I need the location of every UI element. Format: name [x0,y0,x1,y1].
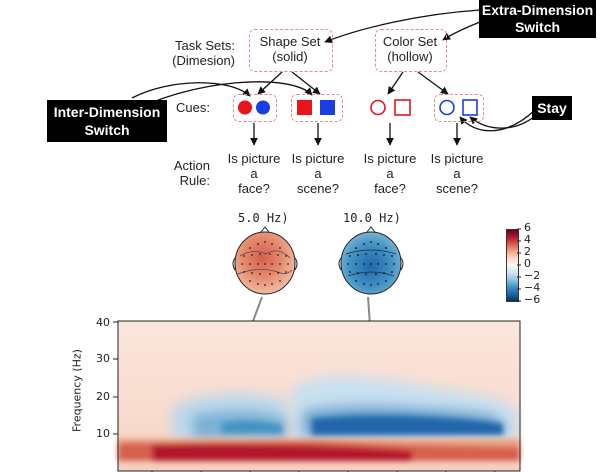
inter-switch-line2: Switch [84,122,130,138]
topomap-5hz [232,226,298,295]
topomap-1-title: 5.0 Hz) [238,211,289,225]
shape-set-box [249,29,333,72]
spectrogram [113,320,521,472]
cue-solid-squares-icon [297,100,335,115]
spectrogram-ylabel-wrap: Frequency (Hz) [70,336,84,446]
rule-line: Is picture [430,151,484,166]
task-sets-label: Task Sets: (Dimesion) [140,38,235,68]
rule-line: face? [374,181,406,196]
topomap-2-title: 10.0 Hz) [343,211,401,225]
action-rule-3: Is picture a face? [354,151,426,196]
rule-line: Is picture [291,151,345,166]
task-sets-label-line2: (Dimesion) [172,53,235,68]
y-tick-40: 40 [96,316,110,329]
color-set-line1: Color Set [382,34,438,49]
action-rule-4: Is picture a scene? [421,151,493,196]
spectrogram-ylabel: Frequency (Hz) [70,349,84,432]
topomap-10hz [338,226,404,295]
inter-dimension-switch-badge: Inter-Dimension Switch [47,100,167,142]
colorbar-tick: 6 [524,221,531,234]
extra-switch-line2: Switch [514,19,561,35]
y-tick-10: 10 [96,427,110,440]
colorbar-tick: −2 [524,269,541,282]
colorbar-tick: 2 [524,245,531,258]
action-rule-line2: Rule: [179,173,210,188]
inter-switch-line1: Inter-Dimension [53,104,161,120]
cues-label: Cues: [176,100,210,115]
cue-solid-circles-icon [238,100,270,115]
stay-badge: Stay [532,96,572,120]
color-set-label: Color Set (hollow) [375,34,445,64]
cue-solid-circles-box [233,94,277,122]
action-rule-label: Action Rule: [160,158,210,188]
colorbar-tick: 0 [524,257,531,270]
rule-line: face? [238,181,270,196]
rule-line: a [250,166,258,181]
color-set-box [375,29,447,72]
rule-line: Is picture [363,151,417,166]
cue-hollow-blue-box [434,94,484,122]
action-rule-2: Is picture a scene? [282,151,354,196]
color-set-line2: (hollow) [387,49,433,64]
shape-set-line1: Shape Set [259,34,321,49]
rule-line: scene? [436,181,478,196]
shape-set-label: Shape Set (solid) [249,34,331,64]
rule-line: a [453,166,461,181]
action-rule-line1: Action [173,158,210,173]
rule-line: a [386,166,394,181]
task-sets-label-line1: Task Sets: [175,38,235,53]
colorbar-tick: −6 [524,293,541,306]
colorbar-ticks [517,228,521,302]
extra-switch-line1: Extra-Dimension [481,2,594,18]
cue-hollow-red-icon [370,99,411,116]
cue-hollow-blue-icon [439,99,478,116]
rule-line: scene? [297,181,339,196]
colorbar-tick: 4 [524,233,531,246]
colorbar-labels: 6 4 2 0 −2 −4 −6 [524,222,540,306]
colorbar-tick: −4 [524,281,541,294]
action-rule-1: Is picture a face? [218,151,290,196]
rule-line: a [314,166,322,181]
shape-set-line2: (solid) [272,49,308,64]
rule-line: Is picture [227,151,281,166]
extra-dimension-switch-badge: Extra-Dimension Switch [479,0,596,38]
y-tick-20: 20 [96,390,110,403]
cue-solid-squares-box [291,94,343,122]
y-tick-30: 30 [96,352,110,365]
